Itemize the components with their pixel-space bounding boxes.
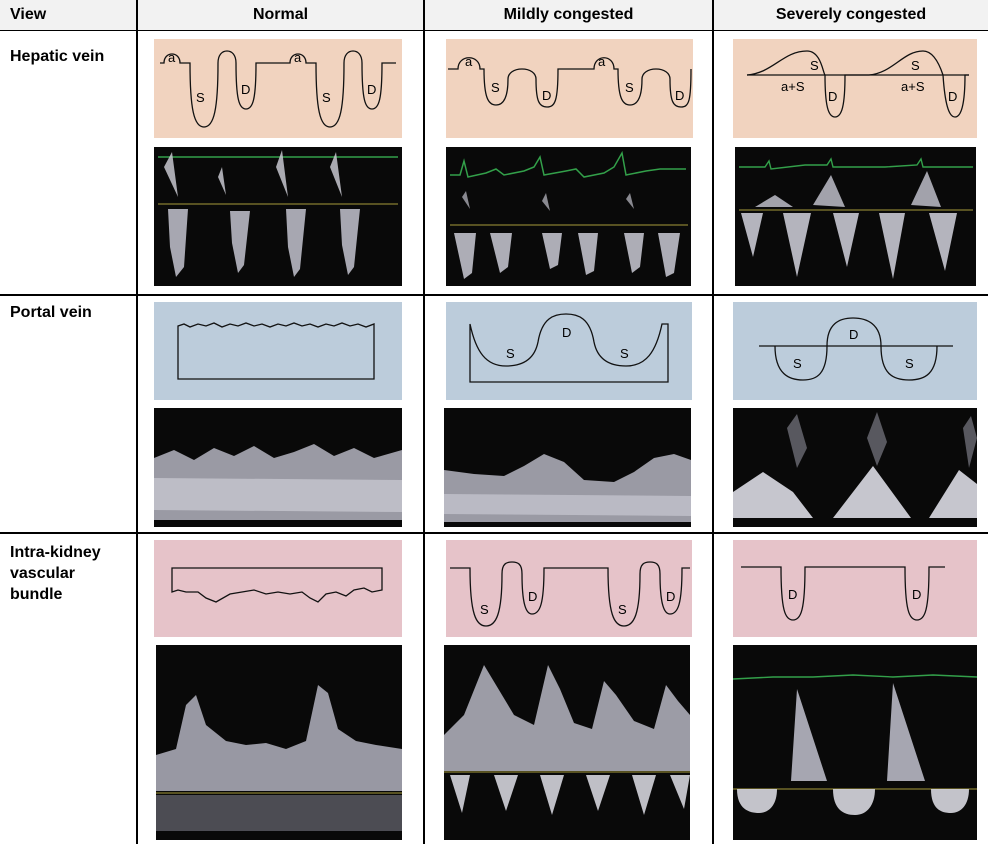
wave-label-d: D [542, 88, 551, 103]
wave-label-s: S [911, 58, 920, 73]
portal-normal-doppler-image [154, 408, 402, 527]
row-label-hepatic-vein: Hepatic vein [10, 48, 105, 65]
wave-label-d: D [912, 587, 921, 602]
kidney-mild-schematic: S S D D [446, 540, 692, 637]
wave-label-d: D [528, 589, 537, 604]
row-divider [0, 294, 988, 296]
header-mildly-congested: Mildly congested [503, 6, 634, 23]
portal-severe-schematic: S D S [733, 302, 977, 400]
wave-label-d: D [675, 88, 684, 103]
portal-mild-doppler-image [444, 408, 691, 527]
portal-mild-schematic: S D S [446, 302, 692, 400]
wave-label-s: S [506, 346, 515, 361]
hepatic-normal-doppler-image [154, 147, 402, 286]
column-divider [136, 0, 138, 844]
ecg-trace [733, 674, 977, 680]
column-divider [712, 0, 714, 844]
hepatic-severe-doppler-image [735, 147, 976, 286]
wave-label-d: D [828, 89, 837, 104]
wave-label-d: D [562, 325, 571, 340]
wave-label-d: D [241, 82, 250, 97]
portal-normal-schematic [154, 302, 402, 400]
wave-label-d: D [788, 587, 797, 602]
wave-label-s: S [322, 90, 331, 105]
wave-label-s: S [905, 356, 914, 371]
ecg-trace [739, 157, 973, 170]
wave-label-a-plus-s: a+S [901, 79, 925, 94]
header-view: View [10, 6, 47, 23]
wave-label-a: a [168, 50, 176, 65]
wave-label-s: S [620, 346, 629, 361]
wave-label-d: D [666, 589, 675, 604]
kidney-normal-doppler-image [156, 645, 402, 840]
wave-label-d: D [948, 89, 957, 104]
ecg-trace [450, 150, 686, 178]
header-severely-congested: Severely congested [775, 6, 927, 23]
wave-label-s: S [625, 80, 634, 95]
wave-label-s: S [810, 58, 819, 73]
row-label-portal-vein: Portal vein [10, 304, 92, 321]
table-header [0, 0, 988, 31]
hepatic-mild-schematic: a a S S D D [446, 39, 693, 138]
wave-label-a: a [465, 54, 473, 69]
wave-label-s: S [618, 602, 627, 617]
column-divider [423, 0, 425, 844]
wave-label-s: S [480, 602, 489, 617]
wave-label-d: D [367, 82, 376, 97]
hepatic-severe-schematic: S S a+S a+S D D [733, 39, 977, 138]
hepatic-mild-doppler-image [446, 147, 691, 286]
row-divider [0, 532, 988, 534]
kidney-mild-doppler-image [444, 645, 690, 840]
wave-label-s: S [793, 356, 802, 371]
wave-label-s: S [491, 80, 500, 95]
row-label-intra-kidney-vascular-bundle: Intra-kidney vascular bundle [10, 544, 101, 603]
wave-label-a: a [598, 54, 606, 69]
kidney-severe-doppler-image [733, 645, 977, 840]
header-normal: Normal [252, 6, 309, 23]
wave-label-a: a [294, 50, 302, 65]
kidney-normal-schematic [154, 540, 402, 637]
portal-severe-doppler-image [733, 408, 977, 527]
wave-label-a-plus-s: a+S [781, 79, 805, 94]
kidney-severe-schematic: D D [733, 540, 977, 637]
hepatic-normal-schematic: a a S S D D [154, 39, 402, 138]
wave-label-d: D [849, 327, 858, 342]
wave-label-s: S [196, 90, 205, 105]
